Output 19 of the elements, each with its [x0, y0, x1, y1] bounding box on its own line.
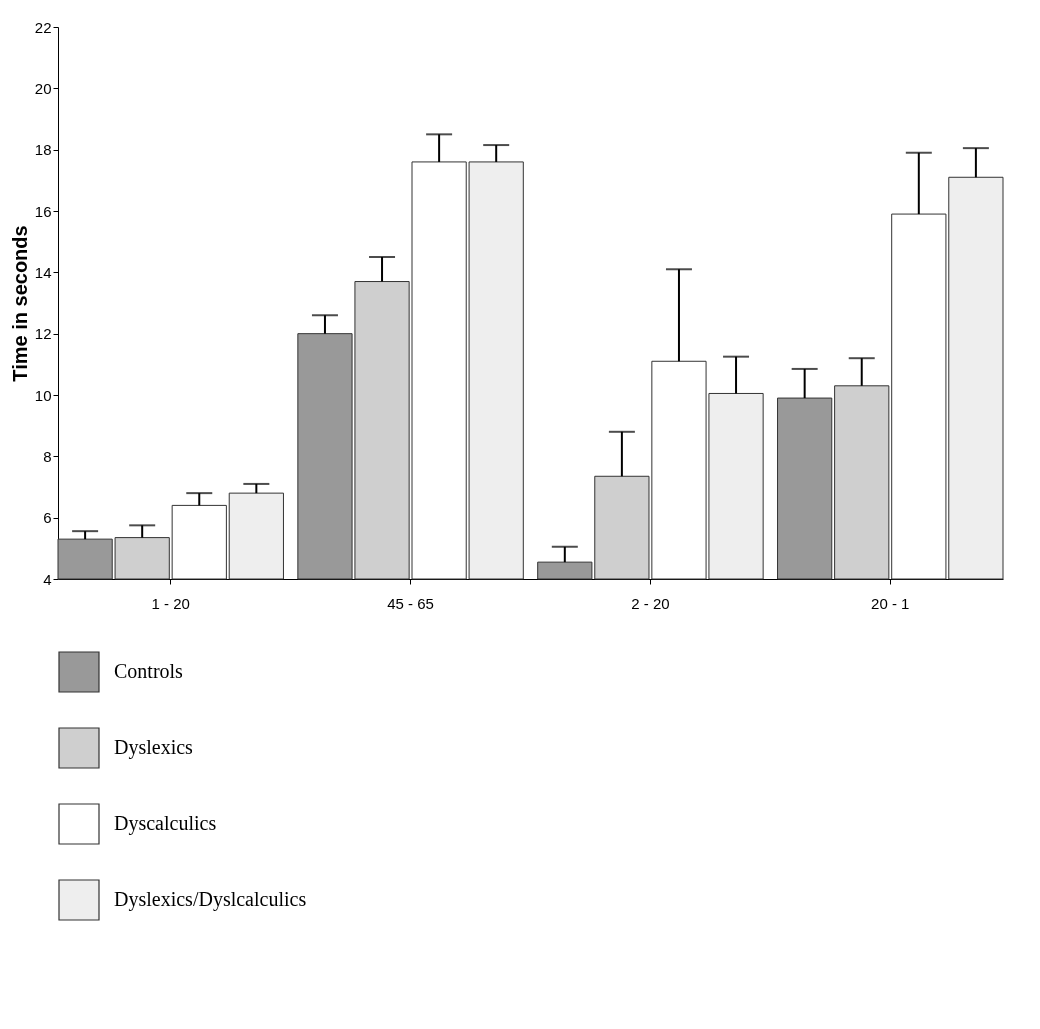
x-tick-label: 45 - 65 — [387, 594, 434, 612]
y-tick-label: 12 — [34, 325, 52, 343]
y-axis-title: Time in seconds — [8, 225, 31, 382]
legend-label: Dyslexics — [114, 736, 194, 759]
y-tick-label: 20 — [34, 79, 52, 97]
x-tick-label: 2 - 20 — [631, 594, 670, 612]
y-tick-label: 18 — [34, 141, 52, 159]
legend-label: Controls — [114, 660, 184, 682]
y-tick-label: 22 — [34, 18, 52, 36]
y-tick-label: 14 — [34, 263, 52, 281]
legend-label: Dyslexics/Dyslcalculics — [114, 888, 307, 911]
legend-label: Dyscalculics — [114, 812, 217, 835]
y-tick-label: 10 — [34, 386, 52, 404]
y-tick-label: 4 — [43, 570, 52, 588]
x-tick-label: 1 - 20 — [151, 594, 190, 612]
y-tick-label: 8 — [43, 447, 52, 465]
x-tick-label: 20 - 1 — [871, 594, 910, 612]
y-tick-label: 6 — [43, 509, 52, 527]
y-tick-label: 16 — [34, 202, 52, 220]
